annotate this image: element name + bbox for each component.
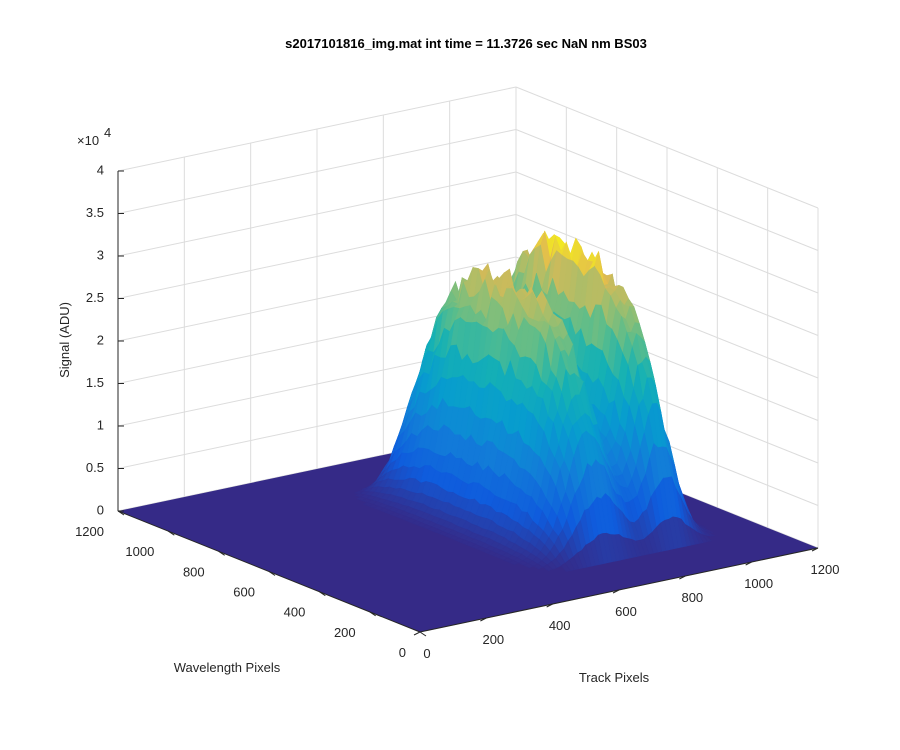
surface-patch — [508, 560, 520, 566]
x-tick-mark — [745, 561, 752, 566]
x-tick-mark — [413, 631, 421, 636]
y-tick-mark — [369, 611, 376, 617]
z-tick-label: 2.5 — [86, 290, 104, 305]
y-tick-label: 600 — [233, 585, 255, 600]
y-tick-mark — [268, 571, 276, 576]
y-tick-label: 1200 — [75, 524, 104, 539]
y-tick-label: 0 — [399, 645, 406, 660]
x-tick-mark — [480, 617, 487, 622]
z-exponent: ×10 4 — [77, 125, 111, 148]
y-tick-mark — [218, 550, 225, 556]
z-tick-label: 1 — [97, 417, 104, 432]
back-wall-grid-line — [117, 214, 517, 299]
z-tick-label: 0 — [97, 502, 104, 517]
y-tick-mark — [319, 591, 326, 597]
axis-layer: 0200400600800100012000200400600800100012… — [75, 162, 839, 661]
back-wall-grid-line — [117, 171, 517, 257]
y-tick-label: 200 — [334, 625, 356, 640]
x-tick-mark — [811, 547, 819, 552]
z-tick-label: 3 — [97, 247, 104, 262]
y-axis-label: Wavelength Pixels — [174, 660, 281, 675]
back-wall-grid-line — [117, 86, 517, 172]
side-wall-grid-line — [515, 171, 819, 294]
surface-patch — [542, 564, 554, 572]
z-tick-label: 1.5 — [86, 375, 104, 390]
x-tick-label: 200 — [482, 632, 504, 647]
z-tick-label: 3.5 — [86, 205, 104, 220]
z-axis-label: Signal (ADU) — [57, 302, 72, 378]
z-exponent-base: ×10 — [77, 133, 99, 148]
y-tick-label: 800 — [183, 564, 205, 579]
x-tick-mark — [546, 603, 553, 608]
x-tick-label: 400 — [549, 618, 571, 633]
x-tick-label: 600 — [615, 604, 637, 619]
x-tick-label: 800 — [681, 590, 703, 605]
chart-title: s2017101816_img.mat int time = 11.3726 s… — [285, 36, 647, 51]
side-wall-grid-line — [515, 86, 819, 209]
x-axis-label: Track Pixels — [579, 670, 650, 685]
surface-patch — [523, 563, 535, 569]
y-tick-mark — [117, 510, 125, 516]
surface-layer — [118, 230, 818, 632]
back-wall-grid-line — [117, 256, 517, 342]
z-exponent-power: 4 — [104, 125, 111, 140]
y-tick-mark — [419, 631, 427, 637]
x-tick-label: 0 — [423, 646, 430, 661]
back-wall-grid-line — [117, 129, 517, 214]
surface-patch — [560, 562, 572, 572]
y-tick-label: 400 — [284, 605, 306, 620]
side-wall-grid-line — [515, 129, 819, 251]
x-tick-mark — [612, 589, 620, 594]
label-layer: s2017101816_img.mat int time = 11.3726 s… — [57, 36, 650, 685]
z-tick-label: 0.5 — [86, 460, 104, 475]
x-tick-label: 1200 — [811, 562, 840, 577]
x-tick-mark — [679, 575, 686, 580]
side-wall-grid-line — [515, 214, 819, 336]
y-tick-label: 1000 — [125, 544, 154, 559]
z-tick-label: 2 — [97, 332, 104, 347]
x-tick-label: 1000 — [744, 576, 773, 591]
z-tick-label: 4 — [97, 162, 104, 177]
surface-patch — [532, 563, 544, 570]
y-tick-mark — [168, 530, 175, 536]
